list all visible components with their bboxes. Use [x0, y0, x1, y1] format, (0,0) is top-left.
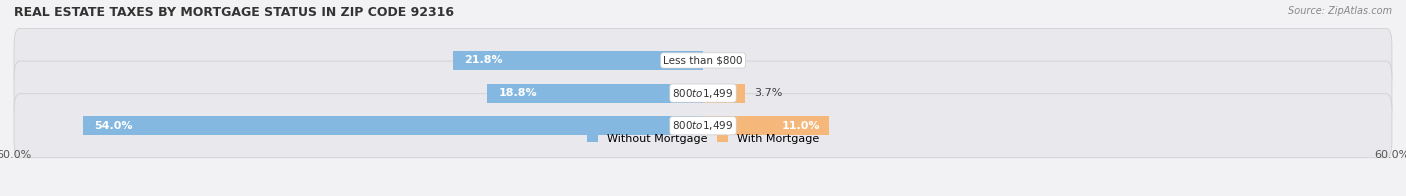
- FancyBboxPatch shape: [14, 94, 1392, 158]
- Text: 3.7%: 3.7%: [755, 88, 783, 98]
- Text: Source: ZipAtlas.com: Source: ZipAtlas.com: [1288, 6, 1392, 16]
- FancyBboxPatch shape: [14, 61, 1392, 125]
- Legend: Without Mortgage, With Mortgage: Without Mortgage, With Mortgage: [588, 133, 818, 144]
- Bar: [453, 51, 703, 70]
- Text: 21.8%: 21.8%: [464, 55, 503, 65]
- Text: 11.0%: 11.0%: [782, 121, 820, 131]
- Text: 0.0%: 0.0%: [713, 55, 741, 65]
- Text: Less than $800: Less than $800: [664, 55, 742, 65]
- Bar: [703, 116, 830, 135]
- Bar: [703, 84, 745, 103]
- Text: 18.8%: 18.8%: [499, 88, 537, 98]
- Text: $800 to $1,499: $800 to $1,499: [672, 119, 734, 132]
- Text: $800 to $1,499: $800 to $1,499: [672, 87, 734, 100]
- FancyBboxPatch shape: [14, 28, 1392, 93]
- Text: 54.0%: 54.0%: [94, 121, 134, 131]
- Text: REAL ESTATE TAXES BY MORTGAGE STATUS IN ZIP CODE 92316: REAL ESTATE TAXES BY MORTGAGE STATUS IN …: [14, 6, 454, 19]
- Bar: [486, 84, 703, 103]
- Bar: [83, 116, 703, 135]
